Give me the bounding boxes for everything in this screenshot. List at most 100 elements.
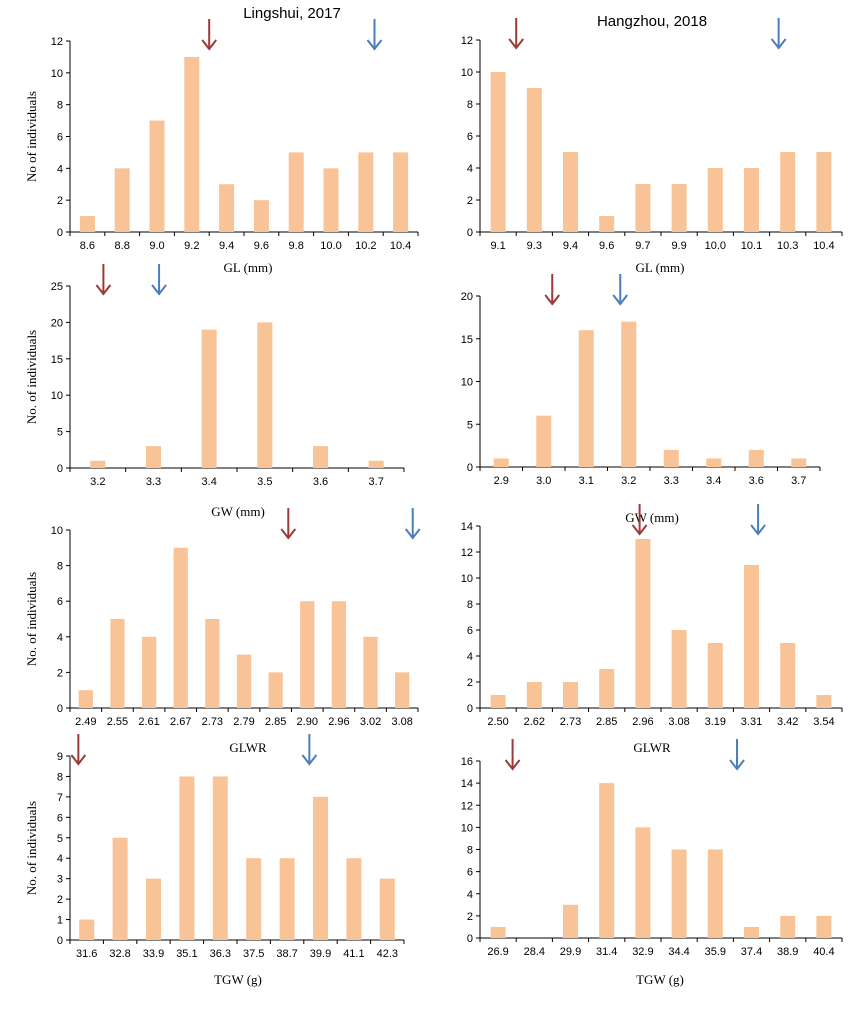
bar bbox=[219, 184, 235, 232]
bar bbox=[563, 682, 578, 708]
y-tick-label: 0 bbox=[467, 227, 473, 239]
x-tick-label: 38.9 bbox=[777, 946, 798, 958]
x-tick-label: 10.0 bbox=[705, 240, 726, 252]
y-tick-label: 1 bbox=[57, 915, 63, 927]
bar bbox=[748, 449, 764, 467]
y-tick-label: 20 bbox=[51, 317, 63, 329]
x-tick-label: 3.1 bbox=[579, 475, 594, 487]
x-tick-label: 35.9 bbox=[705, 946, 726, 958]
bar bbox=[114, 168, 130, 232]
y-tick-label: 16 bbox=[461, 756, 473, 768]
x-axis-label: GLWR bbox=[229, 740, 267, 755]
bar bbox=[635, 539, 651, 708]
x-tick-label: 3.0 bbox=[536, 475, 551, 487]
chart-7: 0 1 2 3 4 5 6 7 8 9 31.6 32.8 33.9 35.1 36.3 37.5 38.7 39… bbox=[24, 734, 405, 987]
bar bbox=[246, 858, 262, 940]
bar bbox=[313, 446, 328, 468]
bar bbox=[791, 458, 807, 467]
chart-8: 0 2 4 6 8 10 12 14 16 26.9 28.4 29.9 31.4 32.9 34.4 35.… bbox=[461, 739, 843, 987]
y-tick-label: 2 bbox=[57, 667, 63, 679]
bar bbox=[578, 330, 594, 467]
bar bbox=[816, 915, 832, 938]
bar bbox=[323, 168, 339, 232]
x-tick-label: 10.1 bbox=[741, 240, 762, 252]
chart-1: 0 2 4 6 8 10 12 8.6 8.8 9.0 9.2 9.4 9.6 9.8 10.0 10.2 10… bbox=[24, 19, 419, 275]
x-tick-label: 2.61 bbox=[138, 716, 159, 728]
bar bbox=[599, 216, 615, 232]
bar bbox=[279, 858, 295, 940]
bar bbox=[78, 690, 93, 708]
chart-4: 0 5 10 15 20 2.9 3.0 3.1 3.2 3.3 3.4 3.6 3.7 GW (mm) bbox=[461, 274, 821, 525]
y-tick-label: 10 bbox=[461, 377, 473, 389]
bar bbox=[179, 776, 195, 940]
bar bbox=[780, 643, 796, 708]
arrow-blue bbox=[729, 739, 745, 771]
y-tick-label: 2 bbox=[467, 677, 473, 689]
bar bbox=[331, 601, 347, 708]
y-tick-label: 12 bbox=[461, 35, 473, 47]
x-tick-label: 3.7 bbox=[369, 476, 384, 488]
bar bbox=[780, 915, 796, 938]
y-tick-label: 0 bbox=[467, 933, 473, 945]
x-tick-label: 2.55 bbox=[107, 716, 128, 728]
x-tick-label: 2.67 bbox=[170, 716, 191, 728]
x-tick-label: 40.4 bbox=[813, 946, 834, 958]
x-tick-label: 9.9 bbox=[671, 240, 686, 252]
x-tick-label: 42.3 bbox=[377, 948, 398, 960]
x-tick-label: 3.42 bbox=[777, 716, 798, 728]
x-tick-label: 2.73 bbox=[202, 716, 223, 728]
bar bbox=[563, 152, 578, 232]
x-tick-label: 2.50 bbox=[487, 716, 508, 728]
x-tick-label: 9.6 bbox=[254, 240, 269, 252]
y-tick-label: 4 bbox=[57, 163, 63, 175]
x-tick-label: 34.4 bbox=[668, 946, 689, 958]
x-tick-label: 3.6 bbox=[749, 475, 764, 487]
bar bbox=[744, 168, 759, 232]
x-tick-label: 3.4 bbox=[706, 475, 721, 487]
x-tick-label: 32.8 bbox=[109, 948, 130, 960]
bar bbox=[599, 669, 615, 708]
x-tick-label: 36.3 bbox=[210, 948, 231, 960]
bar bbox=[490, 72, 506, 232]
x-tick-label: 33.9 bbox=[143, 948, 164, 960]
x-tick-label: 2.79 bbox=[233, 716, 254, 728]
x-tick-label: 3.54 bbox=[813, 716, 834, 728]
x-tick-label: 2.96 bbox=[632, 716, 653, 728]
y-tick-label: 12 bbox=[461, 800, 473, 812]
bar bbox=[563, 904, 578, 938]
y-tick-label: 6 bbox=[57, 812, 63, 824]
x-tick-label: 2.49 bbox=[75, 716, 96, 728]
y-tick-label: 6 bbox=[467, 867, 473, 879]
y-tick-label: 14 bbox=[461, 778, 473, 790]
bar bbox=[780, 152, 796, 232]
chart-3: 0 5 10 15 20 25 3.2 3.3 3.4 3.5 3.6 3.7 GW (mm) No. o… bbox=[24, 264, 405, 519]
x-axis-label: GW (mm) bbox=[211, 504, 265, 519]
bar bbox=[313, 796, 328, 940]
y-tick-label: 4 bbox=[467, 889, 473, 901]
x-tick-label: 9.3 bbox=[527, 240, 542, 252]
x-tick-label: 3.2 bbox=[90, 476, 105, 488]
bar bbox=[149, 120, 165, 232]
bar bbox=[493, 458, 509, 467]
arrow-red bbox=[544, 274, 561, 306]
bar bbox=[635, 184, 651, 232]
arrow-blue bbox=[151, 264, 167, 296]
bar bbox=[368, 460, 384, 468]
y-tick-label: 4 bbox=[57, 853, 63, 865]
bar bbox=[79, 216, 95, 232]
x-axis-label: TGW (g) bbox=[636, 972, 684, 987]
x-tick-label: 10.4 bbox=[813, 240, 834, 252]
y-tick-label: 7 bbox=[57, 792, 63, 804]
bar bbox=[490, 926, 506, 938]
bar bbox=[395, 672, 410, 708]
x-tick-label: 9.2 bbox=[184, 240, 199, 252]
x-tick-label: 2.73 bbox=[560, 716, 581, 728]
bar bbox=[526, 682, 542, 708]
x-tick-label: 3.08 bbox=[668, 716, 689, 728]
x-tick-label: 2.62 bbox=[524, 716, 545, 728]
arrow-red bbox=[95, 264, 112, 296]
bar bbox=[393, 152, 409, 232]
bar bbox=[635, 827, 651, 938]
x-tick-label: 9.1 bbox=[490, 240, 505, 252]
y-axis-label: No. of individuals bbox=[24, 572, 39, 666]
